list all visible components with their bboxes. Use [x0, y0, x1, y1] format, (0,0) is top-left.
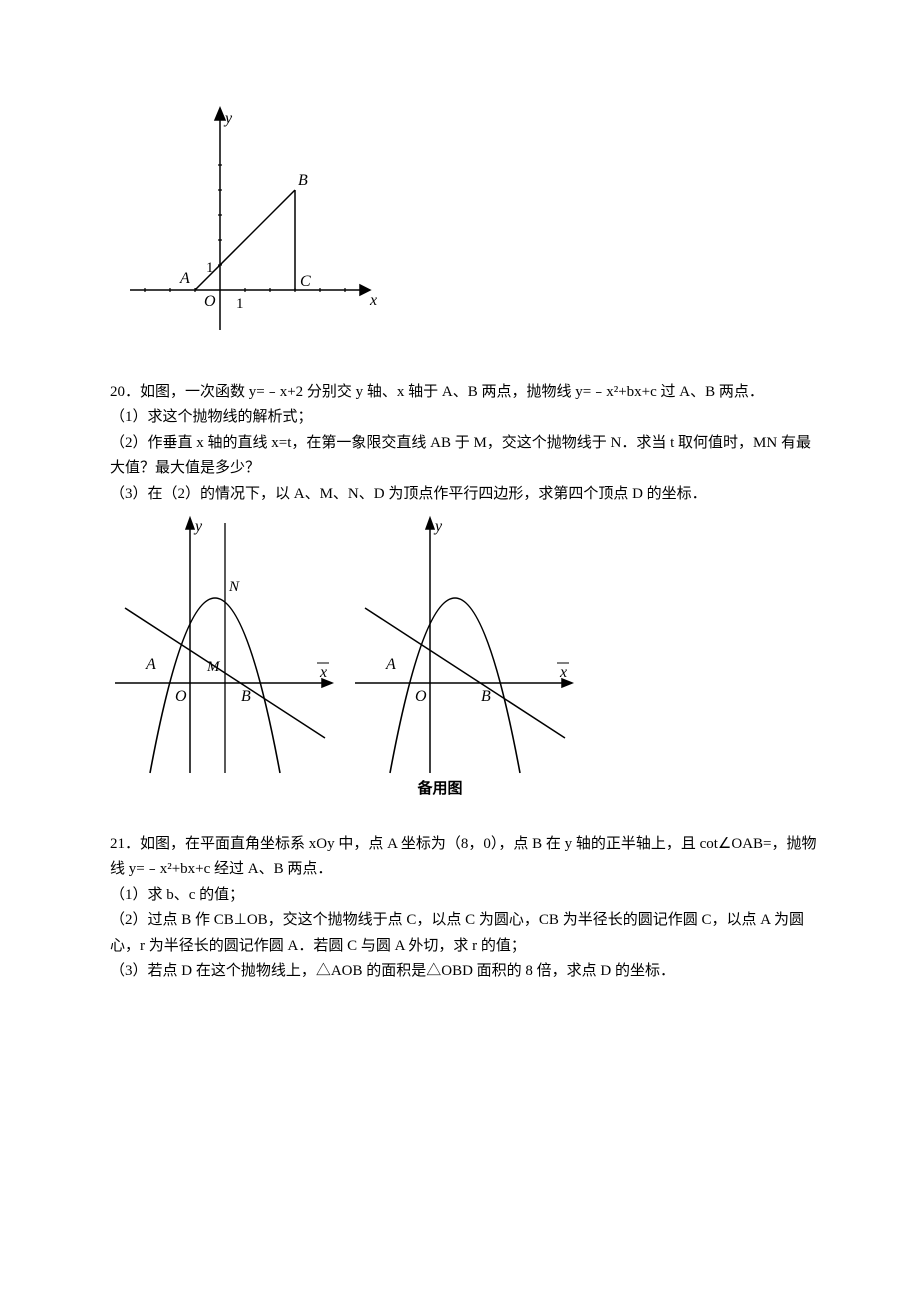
svg-text:B: B	[481, 688, 491, 705]
problem-20-line-2: （2）作垂直 x 轴的直线 x=t，在第一象限交直线 AB 于 M，交这个抛物线…	[110, 431, 820, 482]
svg-text:A: A	[145, 656, 156, 673]
svg-text:x: x	[559, 664, 567, 681]
problem-20-line-3: （3）在（2）的情况下，以 A、M、N、D 为顶点作平行四边形，求第四个顶点 D…	[110, 482, 820, 508]
backup-caption: 备用图	[416, 779, 462, 797]
label-x: x	[369, 292, 377, 309]
svg-text:O: O	[415, 688, 427, 705]
svg-text:O: O	[175, 688, 187, 705]
figure-problem19: y x O A B C 1 1	[120, 100, 820, 350]
problem-20-figures: y x O A B M N	[110, 513, 820, 808]
problem-20-line-1: （1）求这个抛物线的解析式；	[110, 405, 820, 431]
label-B: B	[298, 172, 308, 189]
svg-text:B: B	[241, 688, 251, 705]
problem-21-line-2: （2）过点 B 作 CB⊥OB，交这个抛物线于点 C，以点 C 为圆心，CB 为…	[110, 908, 820, 959]
problem-21-line-3: （3）若点 D 在这个抛物线上，△AOB 的面积是△OBD 面积的 8 倍，求点…	[110, 959, 820, 985]
svg-text:M: M	[206, 659, 221, 675]
figure-20-left: y x O A B M N	[110, 513, 340, 808]
label-1y: 1	[206, 260, 214, 276]
problem-21: 21．如图，在平面直角坐标系 xOy 中，点 A 坐标为（8，0），点 B 在 …	[110, 832, 820, 985]
svg-text:N: N	[228, 579, 240, 595]
problem-20-line-0: 20．如图，一次函数 y=﹣x+2 分别交 y 轴、x 轴于 A、B 两点，抛物…	[110, 380, 820, 406]
label-A: A	[179, 270, 190, 287]
figure-20-right: y x O A B 备用图	[350, 513, 580, 808]
svg-text:A: A	[385, 656, 396, 673]
label-O: O	[204, 293, 216, 310]
svg-text:x: x	[319, 664, 327, 681]
problem-20: 20．如图，一次函数 y=﹣x+2 分别交 y 轴、x 轴于 A、B 两点，抛物…	[110, 380, 820, 808]
svg-text:y: y	[193, 518, 203, 535]
label-1x: 1	[236, 296, 244, 312]
problem-21-line-0: 21．如图，在平面直角坐标系 xOy 中，点 A 坐标为（8，0），点 B 在 …	[110, 832, 820, 883]
svg-text:y: y	[433, 518, 443, 535]
problem-21-line-1: （1）求 b、c 的值；	[110, 883, 820, 909]
label-C: C	[300, 273, 311, 290]
label-y: y	[223, 110, 233, 127]
coord-plane-19: y x O A B C 1 1	[120, 100, 380, 340]
